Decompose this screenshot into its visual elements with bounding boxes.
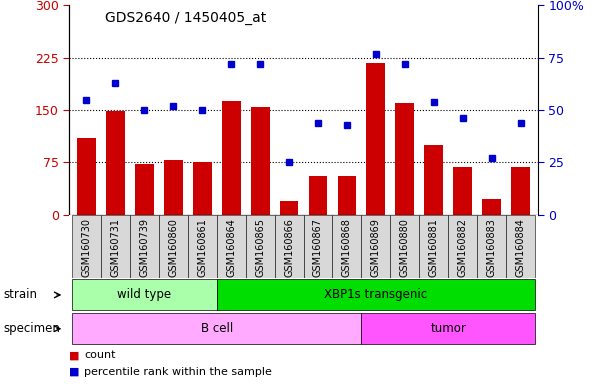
Bar: [193, 162, 212, 215]
Bar: [106, 111, 125, 215]
Text: GSM160884: GSM160884: [516, 218, 525, 277]
Bar: [332, 215, 361, 278]
Text: GSM160860: GSM160860: [168, 218, 178, 277]
Bar: [72, 279, 217, 310]
Text: GSM160882: GSM160882: [457, 218, 468, 277]
Bar: [338, 176, 356, 215]
Bar: [130, 215, 159, 278]
Text: GSM160861: GSM160861: [197, 218, 207, 277]
Text: B cell: B cell: [201, 322, 233, 335]
Text: wild type: wild type: [117, 288, 171, 301]
Bar: [188, 215, 217, 278]
Bar: [77, 138, 96, 215]
Bar: [246, 215, 275, 278]
Text: GDS2640 / 1450405_at: GDS2640 / 1450405_at: [105, 11, 266, 25]
Text: GSM160883: GSM160883: [487, 218, 496, 277]
Bar: [101, 215, 130, 278]
Bar: [390, 215, 419, 278]
Text: specimen: specimen: [3, 322, 60, 335]
Bar: [217, 279, 535, 310]
Text: GSM160867: GSM160867: [313, 218, 323, 277]
Text: ■: ■: [69, 350, 79, 360]
Bar: [308, 176, 328, 215]
Bar: [453, 167, 472, 215]
Text: GSM160869: GSM160869: [371, 218, 381, 277]
Text: percentile rank within the sample: percentile rank within the sample: [84, 366, 272, 377]
Bar: [477, 215, 506, 278]
Text: ■: ■: [69, 366, 79, 377]
Bar: [482, 199, 501, 215]
Bar: [217, 215, 246, 278]
Text: GSM160868: GSM160868: [342, 218, 352, 277]
Bar: [511, 167, 530, 215]
Text: GSM160866: GSM160866: [284, 218, 294, 277]
Text: GSM160865: GSM160865: [255, 218, 265, 277]
Bar: [506, 215, 535, 278]
Bar: [72, 313, 361, 344]
Bar: [419, 215, 448, 278]
Bar: [361, 313, 535, 344]
Text: GSM160739: GSM160739: [139, 218, 150, 277]
Bar: [361, 215, 390, 278]
Bar: [251, 106, 269, 215]
Text: GSM160731: GSM160731: [111, 218, 120, 277]
Bar: [279, 201, 299, 215]
Bar: [164, 160, 183, 215]
Bar: [72, 215, 101, 278]
Text: count: count: [84, 350, 115, 360]
Text: GSM160864: GSM160864: [226, 218, 236, 277]
Bar: [304, 215, 332, 278]
Bar: [448, 215, 477, 278]
Bar: [159, 215, 188, 278]
Text: GSM160880: GSM160880: [400, 218, 410, 277]
Bar: [367, 63, 385, 215]
Text: GSM160730: GSM160730: [82, 218, 91, 277]
Text: GSM160881: GSM160881: [429, 218, 439, 277]
Text: strain: strain: [3, 288, 37, 301]
Bar: [135, 164, 154, 215]
Bar: [395, 103, 414, 215]
Text: XBP1s transgenic: XBP1s transgenic: [325, 288, 427, 301]
Text: tumor: tumor: [430, 322, 466, 335]
Bar: [222, 101, 240, 215]
Bar: [275, 215, 304, 278]
Bar: [424, 145, 443, 215]
